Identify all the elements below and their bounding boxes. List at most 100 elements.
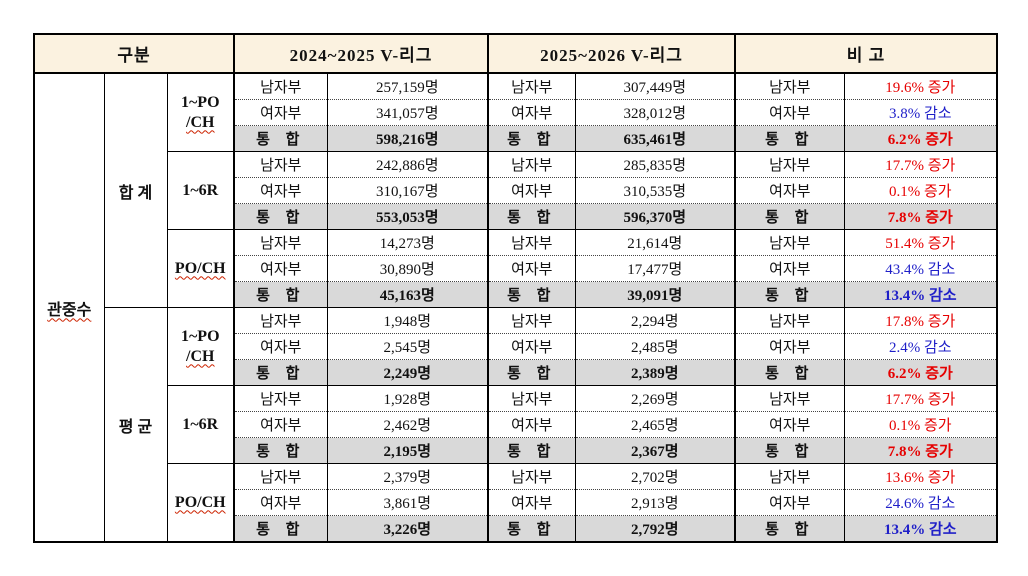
note-value: 2.4% 감소	[843, 333, 998, 360]
note-value: 17.7% 증가	[843, 385, 998, 412]
note-value: 13.6% 증가	[843, 463, 998, 490]
division-label: 남자부	[487, 385, 576, 412]
note-value: 51.4% 증가	[843, 229, 998, 256]
division-label: 남자부	[233, 463, 328, 490]
attendance-2024: 553,053명	[326, 203, 489, 230]
note-division-label: 여자부	[734, 489, 845, 516]
attendance-2025: 2,389명	[574, 359, 736, 386]
attendance-2025: 17,477명	[574, 255, 736, 282]
division-label: 여자부	[233, 177, 328, 204]
attendance-2025: 596,370명	[574, 203, 736, 230]
division-label: 여자부	[233, 411, 328, 438]
note-value: 6.2% 증가	[843, 359, 998, 386]
division-label: 여자부	[233, 99, 328, 126]
table-row: 여자부 30,890명 여자부 17,477명 여자부 43.4% 감소	[34, 255, 998, 282]
attendance-2025: 2,485명	[574, 333, 736, 360]
table-row: 1~6R 남자부 1,928명 남자부 2,269명 남자부 17.7% 증가	[34, 385, 998, 464]
note-division-label: 통 합	[734, 359, 845, 386]
attendance-2025: 39,091명	[574, 281, 736, 308]
division-label: 통 합	[233, 515, 328, 542]
note-division-label: 여자부	[734, 411, 845, 438]
attendance-2025: 635,461명	[574, 125, 736, 152]
division-label: 남자부	[487, 151, 576, 178]
attendance-2025: 307,449명	[574, 72, 736, 100]
table-row: 여자부 310,167명 여자부 310,535명 여자부 0.1% 증가	[34, 177, 998, 204]
division-label: 남자부	[487, 72, 576, 100]
division-label: 통 합	[487, 203, 576, 230]
attendance-2024: 2,462명	[326, 411, 489, 438]
attendance-2024: 341,057명	[326, 99, 489, 126]
attendance-2024: 2,379명	[326, 463, 489, 490]
note-value: 17.8% 증가	[843, 307, 998, 334]
note-division-label: 통 합	[734, 437, 845, 464]
table-row: PO/CH 남자부 14,273명 남자부 21,614명 남자부 51.4% …	[34, 229, 998, 308]
note-value: 0.1% 증가	[843, 177, 998, 204]
attendance-2024: 3,226명	[326, 515, 489, 542]
division-label: 통 합	[487, 437, 576, 464]
division-label: 여자부	[487, 99, 576, 126]
division-label: 남자부	[233, 307, 328, 334]
table-row: 통 합 45,163명 통 합 39,091명 통 합 13.4% 감소	[34, 281, 998, 308]
note-division-label: 여자부	[734, 333, 845, 360]
table-row: 통 합 2,249명 통 합 2,389명 통 합 6.2% 증가	[34, 359, 998, 386]
division-label: 여자부	[487, 411, 576, 438]
attendance-2025: 2,367명	[574, 437, 736, 464]
table-row: 관중수 합 계 1~PO/CH 남자부 257,159명 남자부 307,449…	[34, 72, 998, 542]
note-division-label: 통 합	[734, 281, 845, 308]
attendance-2025: 328,012명	[574, 99, 736, 126]
attendance-2024: 3,861명	[326, 489, 489, 516]
attendance-2025: 2,269명	[574, 385, 736, 412]
attendance-2024: 598,216명	[326, 125, 489, 152]
table-row: 여자부 3,861명 여자부 2,913명 여자부 24.6% 감소	[34, 489, 998, 516]
division-label: 남자부	[233, 151, 328, 178]
round-label: 1~PO/CH	[166, 307, 235, 386]
note-value: 7.8% 증가	[843, 437, 998, 464]
note-value: 13.4% 감소	[843, 515, 998, 542]
division-label: 남자부	[233, 229, 328, 256]
division-label: 통 합	[487, 359, 576, 386]
division-label: 통 합	[233, 359, 328, 386]
attendance-2024: 30,890명	[326, 255, 489, 282]
attendance-table: 구분 2024~2025 V-리그 2025~2026 V-리그 비 고 관중수…	[33, 33, 999, 543]
division-label: 여자부	[487, 255, 576, 282]
note-division-label: 여자부	[734, 99, 845, 126]
attendance-2024: 1,948명	[326, 307, 489, 334]
note-division-label: 통 합	[734, 515, 845, 542]
division-label: 통 합	[487, 281, 576, 308]
attendance-2024: 1,928명	[326, 385, 489, 412]
note-division-label: 남자부	[734, 385, 845, 412]
note-value: 6.2% 증가	[843, 125, 998, 152]
note-division-label: 여자부	[734, 255, 845, 282]
table-row: 여자부 2,545명 여자부 2,485명 여자부 2.4% 감소	[34, 333, 998, 360]
table-row: 여자부 2,462명 여자부 2,465명 여자부 0.1% 증가	[34, 411, 998, 438]
attendance-2025: 21,614명	[574, 229, 736, 256]
note-value: 24.6% 감소	[843, 489, 998, 516]
division-label: 통 합	[233, 437, 328, 464]
attendance-2024: 2,545명	[326, 333, 489, 360]
round-label: PO/CH	[166, 463, 235, 542]
attendance-2025: 2,294명	[574, 307, 736, 334]
note-division-label: 남자부	[734, 151, 845, 178]
attendance-2024: 2,195명	[326, 437, 489, 464]
division-label: 통 합	[233, 125, 328, 152]
division-label: 여자부	[487, 333, 576, 360]
round-label: 1~6R	[166, 151, 235, 230]
table-row: 1~6R 남자부 242,886명 남자부 285,835명 남자부 17.7%…	[34, 151, 998, 230]
note-division-label: 남자부	[734, 307, 845, 334]
attendance-2024: 310,167명	[326, 177, 489, 204]
division-label: 통 합	[233, 203, 328, 230]
metric-label: 관중수	[34, 72, 104, 542]
division-label: 남자부	[233, 72, 328, 100]
note-value: 0.1% 증가	[843, 411, 998, 438]
division-label: 남자부	[487, 463, 576, 490]
table-row: PO/CH 남자부 2,379명 남자부 2,702명 남자부 13.6% 증가	[34, 463, 998, 542]
attendance-2024: 45,163명	[326, 281, 489, 308]
division-label: 통 합	[487, 125, 576, 152]
attendance-2025: 2,913명	[574, 489, 736, 516]
attendance-2024: 2,249명	[326, 359, 489, 386]
note-division-label: 남자부	[734, 72, 845, 100]
header-note: 비 고	[734, 34, 998, 74]
table-row: 평 균 1~PO/CH 남자부 1,948명 남자부 2,294명 남자부 17…	[34, 307, 998, 542]
note-value: 7.8% 증가	[843, 203, 998, 230]
header-league-2025: 2025~2026 V-리그	[487, 34, 736, 74]
